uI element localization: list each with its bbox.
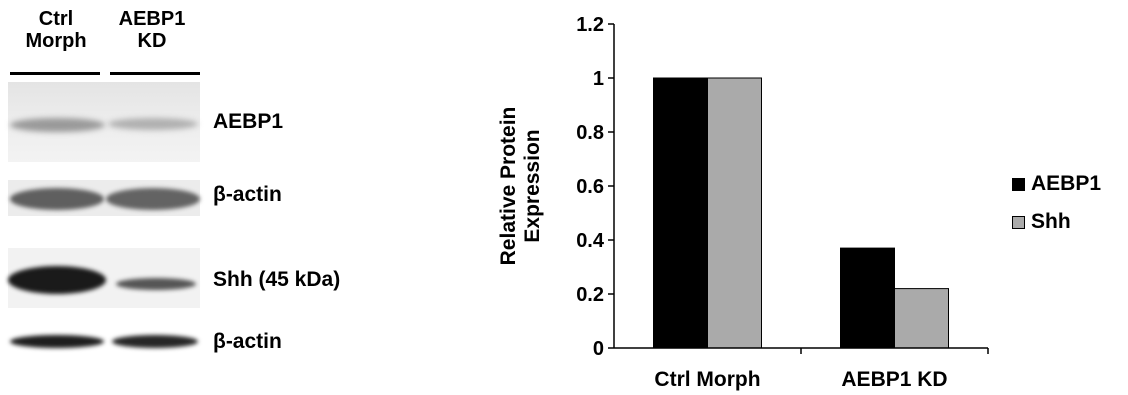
blot-label-aebp1: AEBP1 [213, 110, 284, 133]
band-aebp1-kd [108, 118, 198, 130]
blot-label-shh: Shh (45 kDa) [213, 268, 341, 291]
band-shh-ctrl [8, 266, 106, 294]
y-tick-label: 0.6 [576, 176, 604, 198]
x-axis: Ctrl Morph AEBP1 KD [614, 347, 989, 391]
y-axis-label: Relative ProteinExpression [497, 107, 544, 266]
y-axis: 0 0.2 0.4 0.6 0.8 1 1.2 [576, 14, 615, 360]
lane-divider-kd [110, 72, 200, 75]
band-actin1-ctrl [10, 188, 104, 210]
lane-divider-ctrl [10, 72, 100, 75]
bar-shh-0 [707, 77, 762, 349]
legend-label-aebp1: AEBP1 [1031, 172, 1102, 195]
bars [653, 77, 949, 349]
legend-swatch-aebp1 [1012, 177, 1025, 191]
x-tick-label: AEBP1 KD [841, 368, 947, 391]
y-tick-label: 0.4 [576, 230, 605, 252]
lane-header-ctrl: Ctrl Morph [25, 8, 87, 52]
band-aebp1-ctrl [10, 118, 105, 132]
legend-item-aebp1: AEBP1 [1012, 172, 1101, 196]
band-actin1-kd [106, 188, 200, 210]
blot-label-actin-2: β-actin [213, 330, 282, 353]
legend-item-shh: Shh [1012, 210, 1071, 234]
bar-chart: 0 0.2 0.4 0.6 0.8 1 1.2 Ctrl Morph AEBP1 KD Rel… [497, 14, 989, 391]
y-tick-label: 0 [593, 338, 604, 360]
legend-label-shh: Shh [1031, 210, 1071, 233]
y-axis-label-line: Expression [521, 129, 544, 242]
bar-aebp1-0 [653, 77, 708, 349]
y-axis-label-line: Relative Protein [497, 107, 520, 266]
band-shh-kd [116, 278, 196, 290]
y-tick-label: 1 [593, 68, 604, 90]
legend-swatch-shh [1012, 215, 1025, 229]
band-actin2-ctrl [10, 335, 104, 348]
y-tick-label: 0.8 [576, 122, 604, 144]
lane-header-kd: AEBP1 KD [118, 8, 186, 52]
y-tick-label: 0.2 [576, 284, 604, 306]
bar-aebp1-1 [840, 247, 895, 349]
y-tick-label: 1.2 [576, 14, 604, 36]
bar-shh-1 [894, 288, 949, 349]
x-tick-label: Ctrl Morph [654, 368, 760, 391]
band-actin2-kd [112, 335, 198, 348]
blot-label-actin-1: β-actin [213, 183, 282, 206]
